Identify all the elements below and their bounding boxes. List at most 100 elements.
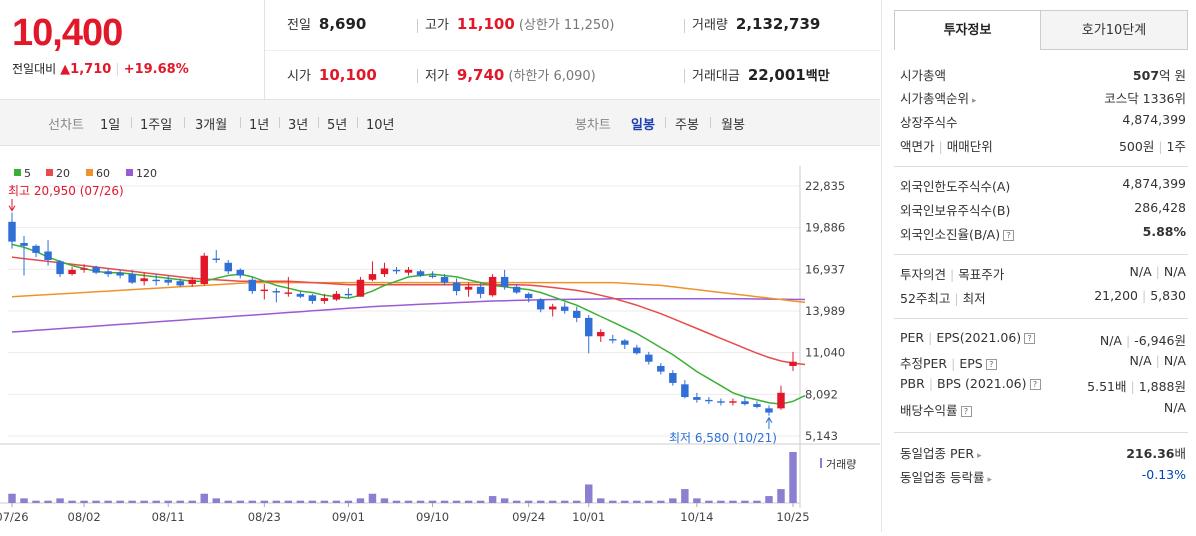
volume-bar (645, 500, 653, 503)
volume-bar (536, 500, 545, 503)
row-par-lot: 액면가 | 매매단위 500원 | 1주 (900, 139, 1186, 154)
candle-body (116, 272, 124, 276)
volume-bar (741, 500, 749, 503)
period-1y-button[interactable]: 1년 (249, 118, 270, 133)
volume-bar (548, 500, 557, 503)
candle-body (32, 245, 40, 253)
period-1d-button[interactable]: 1일 (100, 118, 121, 133)
x-tick-label: 10/01 (572, 510, 605, 524)
period-5y-button[interactable]: 5년 (327, 118, 348, 133)
x-tick-label: 09/01 (332, 510, 365, 524)
candle-body (560, 306, 569, 311)
row-foreign-ratio: 외국인소진율(B/A)? 5.88% (900, 224, 1186, 242)
volume-bar (777, 489, 785, 503)
candle-body (416, 271, 425, 276)
volume-bar (693, 498, 701, 503)
volume-bar (609, 500, 617, 503)
period-3y-button[interactable]: 3년 (288, 118, 309, 133)
volume-bar (8, 493, 16, 503)
help-icon[interactable]: ? (1003, 230, 1015, 241)
volume-bar (464, 500, 473, 503)
tab-orderbook-10[interactable]: 호가10단계 (1041, 10, 1188, 50)
x-tick-label: 09/10 (416, 510, 449, 524)
chevron-right-icon: ▸ (977, 451, 982, 461)
legend-swatch (14, 169, 21, 176)
up-arrow-icon: ▲ (60, 62, 71, 77)
volume-bar (633, 500, 641, 503)
candle-body (488, 276, 497, 296)
x-tick-label: 08/02 (68, 510, 101, 524)
help-icon[interactable]: ? (960, 406, 972, 417)
chart-svg: 5 20 60 120 최고 20,950 (07/26) 최저 6,580 (10/2… (0, 166, 880, 524)
chevron-right-icon: ▸ (972, 96, 977, 106)
change-label: 전일대비 (12, 62, 57, 76)
volume-bar (92, 500, 100, 503)
current-price: 10,400 (12, 12, 123, 54)
candle-body (572, 310, 581, 318)
volume-bar (392, 500, 401, 503)
volume-bar (332, 500, 341, 503)
low-annotation: 최저 6,580 (10/21) (669, 431, 777, 445)
candle-body (585, 317, 593, 337)
candle-body (20, 243, 28, 246)
annotations: 최고 20,950 (07/26) 최저 6,580 (10/21) (8, 184, 777, 445)
period-10y-button[interactable]: 10년 (366, 118, 395, 133)
volume-bar (80, 500, 88, 503)
y-tick-label: 8,092 (805, 387, 838, 401)
candles (8, 212, 797, 416)
volume-bar (152, 500, 160, 503)
volume-bar (452, 500, 461, 503)
change-separator: | (115, 62, 120, 77)
legend-swatch (126, 169, 133, 176)
row-cap-rank[interactable]: 시가총액순위 ▸ 코스닥 1336위 (900, 91, 1186, 106)
candle-weekly-button[interactable]: 주봉 (675, 118, 699, 133)
candle-body (296, 293, 305, 297)
main-area: 10,400 전일대비 ▲1,710 | +19.68% 전일 8,690 고가 11,1… (0, 0, 880, 524)
volume-bar (428, 500, 437, 503)
period-3m-button[interactable]: 3개월 (195, 118, 228, 133)
help-icon[interactable]: ? (1029, 379, 1041, 390)
candle-body (741, 401, 749, 405)
y-tick-label: 22,835 (805, 179, 845, 193)
row-foreign-hold: 외국인보유주식수(B) 286,428 (900, 200, 1186, 218)
quote-header: 10,400 전일대비 ▲1,710 | +19.68% 전일 8,690 고가 11,1… (0, 0, 880, 100)
candle-body (212, 258, 220, 260)
candle-body (645, 354, 653, 362)
legend-label: 20 (56, 167, 70, 180)
period-1w-button[interactable]: 1주일 (140, 118, 173, 133)
x-tick-label: 09/24 (512, 510, 545, 524)
volume-bar (188, 500, 196, 503)
help-icon[interactable]: ? (985, 359, 997, 370)
legend-label: 60 (96, 167, 110, 180)
candle-monthly-button[interactable]: 월봉 (721, 118, 745, 133)
candle-body (380, 268, 389, 275)
row-sector-change[interactable]: 동일업종 등락률 ▸ -0.13% (900, 467, 1186, 485)
candle-body (344, 293, 353, 296)
candle-body (8, 221, 16, 242)
line-chart-label: 선차트 (48, 118, 84, 133)
volume-bar (717, 500, 725, 503)
volume-bar (44, 500, 52, 503)
candle-daily-button[interactable]: 일봉 (631, 118, 655, 133)
stat-low: 저가 9,740 (하한가 6,090) (425, 66, 596, 84)
candle-body (356, 279, 365, 297)
panel-divider (894, 318, 1188, 319)
chevron-right-icon: ▸ (987, 475, 993, 485)
volume-bar (200, 493, 208, 503)
candle-body (68, 269, 76, 275)
tab-investment-info[interactable]: 투자정보 (894, 10, 1041, 50)
candle-body (464, 286, 473, 290)
help-icon[interactable]: ? (1024, 333, 1036, 344)
legend: 5 20 60 120 (14, 167, 157, 180)
candle-body (332, 293, 341, 300)
legend-swatch (86, 169, 93, 176)
volume-bar (260, 500, 269, 503)
low-arrow-head (765, 416, 773, 423)
info-tabs: 투자정보 호가10단계 (894, 10, 1188, 50)
volume-bar (32, 500, 40, 503)
row-sector-per[interactable]: 동일업종 PER ▸ 216.36배 (900, 446, 1186, 461)
toolbar-sep (318, 117, 319, 128)
candle-body (693, 397, 701, 400)
volume-bar (128, 500, 136, 503)
high-arrow-head (8, 205, 16, 212)
